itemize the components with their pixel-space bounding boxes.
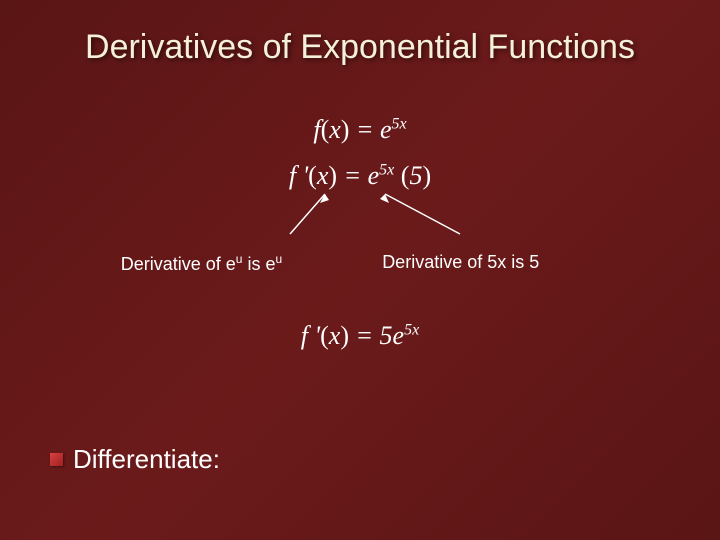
eq2-exp: 5x	[379, 161, 394, 178]
arrow-group	[210, 199, 510, 244]
annotation-left: Derivative of eu is eu	[121, 252, 282, 275]
eq3-exp: 5x	[404, 321, 419, 338]
bullet-item: Differentiate:	[50, 444, 220, 475]
bullet-label: Differentiate:	[73, 444, 220, 475]
eq2-func: f '	[289, 161, 308, 190]
bullet-icon	[50, 453, 63, 466]
equation-3-container: f '(x) = 5e5x	[50, 313, 670, 359]
arrow-right-icon	[375, 189, 475, 244]
annotation-row: Derivative of eu is eu Derivative of 5x …	[50, 252, 670, 275]
equation-3: f '(x) = 5e5x	[301, 321, 419, 351]
eq2-mult: 5	[409, 161, 422, 190]
slide-container: Derivatives of Exponential Functions f(x…	[0, 0, 720, 540]
equation-1: f(x) = e5x	[313, 115, 406, 145]
arrow-left-icon	[280, 189, 340, 244]
eq2-arg: x	[317, 161, 329, 190]
eq3-coef: 5	[380, 321, 393, 350]
eq1-base: e	[380, 115, 392, 144]
ann-left-s2: u	[276, 252, 283, 266]
annotation-right: Derivative of 5x is 5	[382, 252, 539, 275]
slide-title: Derivatives of Exponential Functions	[50, 28, 670, 67]
eq1-func: f	[313, 115, 320, 144]
ann-left-t2: is e	[242, 254, 275, 274]
eq3-base: e	[393, 321, 405, 350]
ann-left-t1: Derivative of e	[121, 254, 236, 274]
eq1-arg: x	[329, 115, 341, 144]
eq2-base: e	[368, 161, 380, 190]
equation-group: f(x) = e5x f '(x) = e5x (5)	[50, 107, 670, 199]
eq1-exp: 5x	[392, 115, 407, 132]
equation-2: f '(x) = e5x (5)	[289, 161, 431, 191]
eq3-func: f '	[301, 321, 320, 350]
eq3-arg: x	[329, 321, 341, 350]
